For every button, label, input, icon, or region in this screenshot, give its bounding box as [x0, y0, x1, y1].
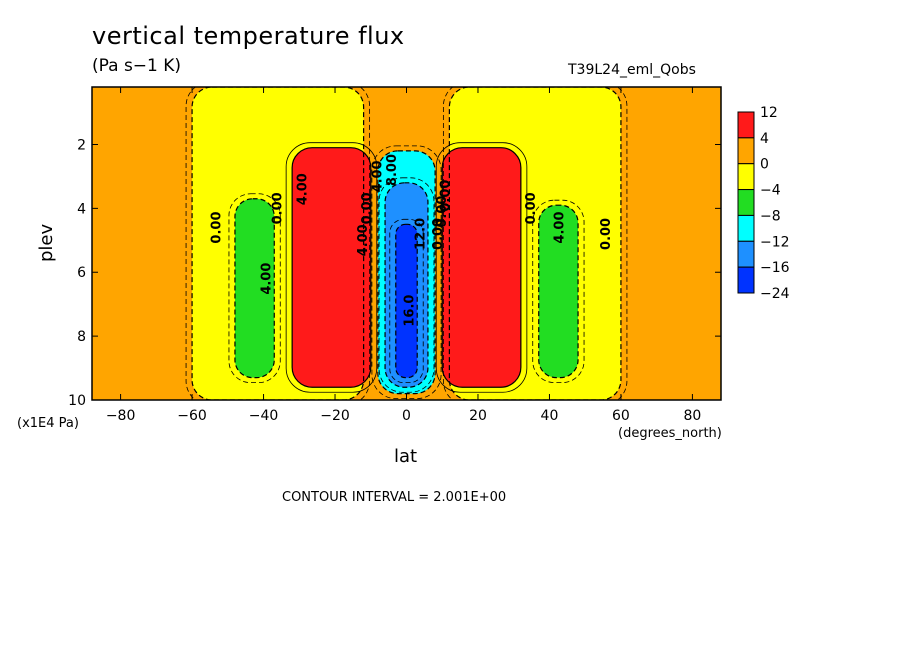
contour-line	[378, 177, 435, 393]
colorbar-swatch	[737, 214, 755, 242]
y-tick-label: 8	[77, 329, 86, 345]
contour-label: 4.00	[260, 263, 275, 295]
y-tick-label: 6	[77, 265, 86, 281]
x-tick-label: −60	[177, 408, 207, 424]
contour-fills	[92, 87, 721, 400]
colorbar-label: −4	[760, 183, 781, 199]
contour-line	[377, 150, 436, 395]
run-label: T39L24_eml_Qobs	[568, 62, 696, 78]
colorbar-swatch	[737, 266, 755, 294]
colorbar-swatch	[737, 163, 755, 191]
colorbar-label: −8	[760, 208, 781, 224]
contour-label: 4.00	[295, 173, 310, 205]
contour-line	[185, 87, 371, 400]
contour-line	[228, 193, 281, 384]
contour-label: 0.00	[431, 218, 446, 250]
contour-line	[442, 87, 628, 400]
colorbar-label: 12	[760, 105, 778, 121]
contour-label: 0.00	[524, 192, 539, 224]
contour-label: 0.00	[270, 192, 285, 224]
contour-line	[532, 199, 585, 384]
x-axis-ticks: −80 −60 −40 −20 0 20 40 60 80	[106, 87, 701, 424]
contour-region	[395, 224, 418, 378]
contour-line	[234, 198, 275, 379]
colorbar-label: 4	[760, 131, 769, 147]
contour-lines	[185, 87, 628, 400]
x-tick-label: 80	[683, 408, 701, 424]
contour-label: 0.00	[438, 180, 453, 212]
y-tick-label: 2	[77, 137, 86, 153]
contour-region	[292, 147, 371, 388]
contour-label: 4.00	[356, 224, 371, 256]
x-tick-label: 60	[612, 408, 630, 424]
contour-line	[448, 87, 622, 400]
contour-line	[384, 182, 429, 388]
contour-label: 0.00	[360, 192, 375, 224]
contour-label: 8.00	[385, 154, 400, 186]
contour-label: 0.00	[435, 196, 450, 228]
x-tick-label: −40	[249, 408, 279, 424]
colorbar-label: −12	[760, 234, 790, 250]
colorbar: 12 4 0 −4 −8 −12 −16 −24	[737, 105, 790, 302]
contour-line	[441, 147, 522, 388]
contour-labels: 0.000.004.004.000.004.00 8.000.000.0012.0…	[210, 154, 615, 327]
x-axis-units: (degrees_north)	[618, 426, 722, 441]
contour-line	[538, 204, 579, 379]
contour-region	[234, 198, 275, 378]
contour-line	[285, 142, 378, 393]
colorbar-label: −16	[760, 260, 790, 276]
x-tick-label: −80	[106, 408, 136, 424]
y-tick-label: 10	[68, 393, 86, 409]
x-tick-label: 0	[402, 408, 411, 424]
chart-title: vertical temperature flux	[92, 22, 405, 50]
colorbar-label: 0	[760, 157, 769, 173]
contour-label: 12.0	[413, 218, 428, 250]
contour-line	[435, 142, 528, 393]
colorbar-swatch	[737, 111, 755, 139]
y-axis-units: (x1E4 Pa)	[17, 416, 79, 431]
contour-label: 0.00	[599, 218, 614, 250]
contour-label: 0.00	[210, 211, 225, 243]
colorbar-swatch	[737, 137, 755, 165]
y-tick-label: 4	[77, 201, 86, 217]
y-axis-ticks: 2 4 6 8 10	[68, 137, 721, 409]
contour-line	[291, 147, 372, 388]
colorbar-swatch	[737, 189, 755, 216]
chart-units: (Pa s−1 K)	[92, 56, 182, 76]
x-tick-label: 40	[541, 408, 559, 424]
contour-interval: CONTOUR INTERVAL = 2.001E+00	[282, 490, 507, 505]
contour-label: 4.00	[553, 211, 568, 243]
contour-label: 16.0	[403, 295, 418, 327]
x-tick-label: −20	[320, 408, 350, 424]
contour-line	[371, 145, 442, 400]
contour-line	[395, 223, 418, 379]
contour-line	[389, 218, 424, 384]
x-axis-label: lat	[394, 446, 418, 467]
contour-region	[442, 147, 521, 388]
contour-region	[538, 205, 579, 378]
colorbar-swatch	[737, 240, 755, 268]
contour-line	[191, 87, 365, 400]
contour-label: 4.00	[370, 160, 385, 192]
colorbar-label: −24	[760, 286, 790, 302]
x-tick-label: 20	[469, 408, 487, 424]
